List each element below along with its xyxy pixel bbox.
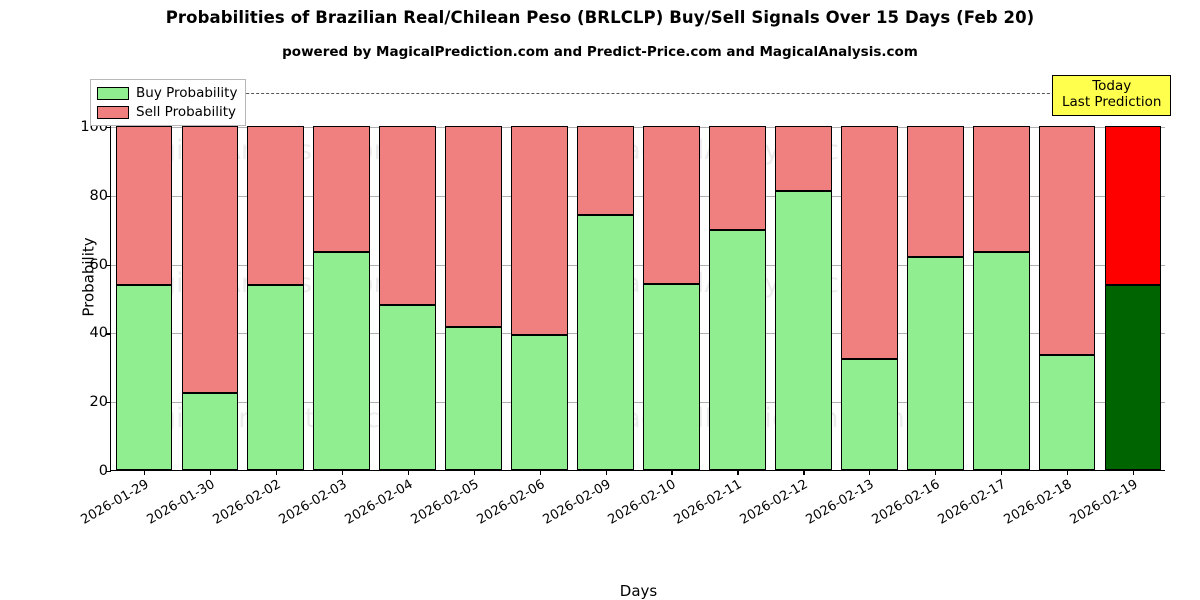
plot-area: MagicalAnalysis.comMagicalAnalysis.comMa… — [79, 75, 1172, 600]
chart-subtitle: powered by MagicalPrediction.com and Pre… — [282, 44, 918, 60]
legend-label-sell: Sell Probability — [136, 104, 237, 120]
y-tick-mark — [106, 264, 111, 266]
x-tick-mark — [671, 470, 673, 475]
bar-segment-sell[interactable] — [972, 126, 1030, 252]
bar-segment-buy[interactable] — [840, 359, 898, 470]
x-tick-mark — [539, 470, 541, 475]
y-tick-label: 0 — [98, 463, 108, 479]
bar-segment-sell[interactable] — [643, 126, 700, 284]
y-tick-mark — [106, 127, 111, 129]
bar-segment-sell[interactable] — [511, 126, 568, 336]
x-tick-mark — [143, 470, 146, 475]
y-tick-label: 80 — [89, 187, 108, 204]
gridline — [111, 195, 1165, 197]
x-tick-mark — [1067, 470, 1069, 475]
bar-segment-buy[interactable] — [643, 283, 700, 470]
y-tick-label: 40 — [89, 325, 108, 342]
x-tick-mark — [1133, 470, 1135, 475]
x-tick-mark — [803, 470, 805, 475]
bar[interactable] — [972, 83, 1030, 470]
bar[interactable] — [577, 83, 634, 470]
y-tick-mark — [106, 471, 111, 473]
x-tick-mark — [935, 470, 937, 475]
bar-segment-buy[interactable] — [577, 214, 634, 470]
y-axis-label: Probability — [79, 236, 98, 317]
today-line-2: Last Prediction — [1062, 93, 1162, 110]
bar[interactable] — [511, 83, 568, 470]
bar-segment-sell[interactable] — [445, 126, 502, 328]
bar[interactable] — [1038, 83, 1096, 470]
today-annotation: Today Last Prediction — [1052, 75, 1172, 116]
chart-legend: Buy Probability Sell Probability — [90, 79, 247, 126]
legend-swatch-sell — [97, 105, 129, 119]
x-tick-mark — [473, 470, 475, 475]
bar[interactable] — [115, 83, 173, 470]
bar-segment-buy[interactable] — [1038, 355, 1096, 470]
chart-title: Probabilities of Brazilian Real/Chilean … — [165, 8, 1035, 27]
legend-swatch-buy — [97, 86, 129, 100]
legend-item-buy: Buy Probability — [97, 85, 237, 101]
y-tick-mark — [106, 402, 111, 404]
bar-segment-buy[interactable] — [379, 304, 437, 470]
gridline — [111, 264, 1165, 266]
x-tick-mark — [737, 470, 739, 475]
bar-segment-buy[interactable] — [774, 190, 832, 470]
x-tick-mark — [605, 470, 607, 475]
bar[interactable] — [181, 83, 239, 470]
bar[interactable] — [906, 83, 964, 470]
legend-label-buy: Buy Probability — [136, 85, 238, 101]
reference-dashed-line — [111, 92, 1165, 94]
bar-segment-sell[interactable] — [1038, 126, 1096, 356]
bar-segment-sell[interactable] — [379, 126, 437, 305]
legend-item-sell: Sell Probability — [97, 104, 237, 120]
y-tick-label: 60 — [89, 256, 108, 273]
x-tick-mark — [341, 470, 343, 475]
bar-segment-buy[interactable] — [906, 257, 964, 470]
bar-segment-buy[interactable] — [972, 251, 1030, 470]
bar-segment-sell[interactable] — [1104, 126, 1162, 285]
bar-segment-buy[interactable] — [511, 335, 568, 470]
x-tick-mark — [407, 470, 409, 475]
bar-segment-buy[interactable] — [313, 251, 371, 470]
x-tick-mark — [869, 470, 871, 475]
x-tick-mark — [1001, 470, 1003, 475]
bar-segment-sell[interactable] — [181, 126, 239, 393]
bar-segment-sell[interactable] — [906, 126, 964, 258]
x-axis-label: Days — [619, 582, 658, 600]
bar-segment-buy[interactable] — [445, 327, 502, 470]
bar-segment-sell[interactable] — [709, 126, 766, 230]
bar-today[interactable] — [1104, 83, 1162, 470]
bar-segment-sell[interactable] — [313, 126, 371, 252]
bar[interactable] — [840, 83, 898, 470]
bar-segment-buy[interactable] — [247, 284, 305, 470]
x-tick-mark — [275, 470, 278, 475]
y-tick-mark — [106, 333, 111, 335]
bar-segment-sell[interactable] — [840, 126, 898, 360]
bar-segment-sell[interactable] — [247, 126, 305, 285]
gridline — [111, 127, 1165, 128]
bar[interactable] — [643, 83, 700, 470]
bar[interactable] — [709, 83, 766, 470]
y-tick-label: 20 — [89, 394, 108, 411]
x-tick-mark — [209, 470, 212, 475]
bar-segment-sell[interactable] — [774, 126, 832, 191]
bar[interactable] — [247, 83, 305, 470]
bar-segment-buy[interactable] — [1104, 284, 1162, 470]
bar-segment-sell[interactable] — [115, 126, 173, 285]
gridline — [111, 333, 1165, 335]
bar-segment-buy[interactable] — [181, 392, 239, 470]
bar[interactable] — [445, 83, 502, 470]
today-line-1: Today — [1092, 78, 1132, 94]
bar-segment-sell[interactable] — [577, 126, 634, 215]
bar[interactable] — [313, 83, 371, 470]
bar[interactable] — [379, 83, 437, 470]
gridline — [111, 402, 1165, 404]
y-tick-mark — [106, 195, 111, 197]
bars-layer — [111, 83, 1165, 470]
bar-segment-buy[interactable] — [709, 229, 766, 470]
bar[interactable] — [774, 83, 832, 470]
bar-segment-buy[interactable] — [115, 284, 173, 470]
